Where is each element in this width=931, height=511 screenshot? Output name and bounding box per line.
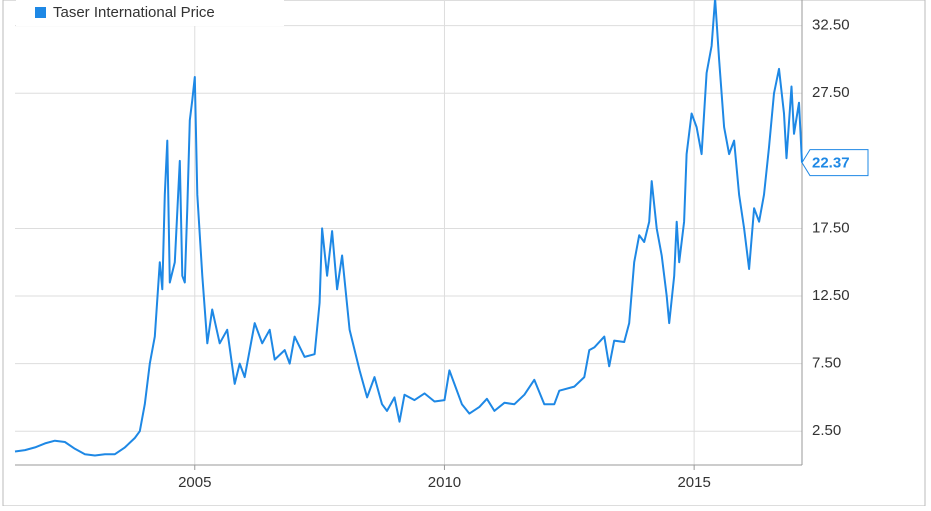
legend-box: [16, 0, 284, 26]
y-tick-label: 2.50: [812, 422, 841, 439]
x-tick-label: 2010: [428, 474, 461, 491]
last-value-label: 22.37: [812, 155, 850, 172]
y-tick-label: 7.50: [812, 355, 841, 372]
legend-label: Taser International Price: [53, 4, 215, 21]
y-tick-label: 32.50: [812, 17, 850, 34]
y-tick-label: 17.50: [812, 219, 850, 236]
legend-swatch: [35, 7, 46, 18]
x-tick-label: 2015: [677, 474, 710, 491]
y-tick-label: 27.50: [812, 84, 850, 101]
x-tick-label: 2005: [178, 474, 211, 491]
price-line: [14, 0, 803, 457]
last-value-callout: [801, 149, 869, 177]
y-tick-label: 12.50: [812, 287, 850, 304]
